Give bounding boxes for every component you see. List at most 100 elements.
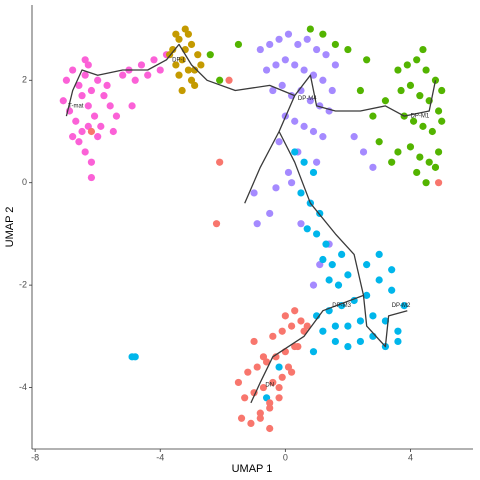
point	[319, 133, 327, 141]
point	[281, 56, 289, 64]
point	[266, 399, 274, 407]
point	[381, 317, 390, 325]
point	[306, 25, 314, 33]
point	[306, 97, 314, 105]
point	[419, 122, 427, 130]
point	[363, 261, 371, 269]
point	[266, 404, 274, 412]
point	[294, 342, 302, 351]
point	[434, 148, 443, 156]
point	[275, 383, 283, 392]
point	[128, 102, 136, 110]
point	[297, 317, 305, 325]
point	[344, 45, 352, 54]
point	[62, 76, 71, 84]
point	[150, 56, 158, 64]
point	[363, 56, 371, 64]
point	[309, 281, 318, 289]
point	[59, 97, 67, 105]
point	[69, 66, 77, 74]
point	[375, 138, 383, 146]
point	[322, 240, 330, 248]
point	[237, 414, 246, 422]
cluster-label: DP-L	[172, 57, 186, 63]
point	[403, 61, 411, 69]
point	[409, 117, 418, 125]
point	[297, 189, 305, 197]
point	[137, 61, 146, 69]
point	[206, 51, 214, 59]
point	[394, 66, 402, 74]
point	[78, 127, 86, 136]
point	[375, 250, 383, 258]
point	[369, 112, 377, 120]
point	[388, 158, 396, 166]
point	[266, 424, 274, 433]
point	[266, 209, 274, 218]
point	[397, 86, 405, 95]
point	[438, 117, 446, 125]
point	[256, 409, 264, 417]
point	[272, 184, 280, 192]
point	[422, 66, 430, 74]
point	[256, 414, 264, 422]
point	[322, 51, 330, 59]
x-axis-title: UMAP 1	[232, 463, 273, 475]
point	[234, 40, 243, 49]
point	[109, 127, 117, 136]
point	[331, 322, 339, 330]
point	[325, 276, 333, 284]
point	[287, 179, 296, 187]
x-tick-label: 4	[408, 452, 413, 462]
point	[253, 220, 261, 228]
point	[422, 179, 430, 187]
point	[419, 45, 427, 54]
point	[247, 419, 255, 427]
point	[334, 281, 343, 289]
point	[131, 353, 139, 361]
point	[225, 76, 233, 84]
x-tick-label: 0	[283, 452, 288, 462]
point	[284, 363, 293, 371]
point	[172, 61, 180, 69]
point	[191, 81, 199, 90]
point	[291, 307, 299, 315]
point	[84, 102, 92, 110]
point	[297, 220, 305, 228]
point	[172, 30, 180, 38]
point	[241, 394, 249, 402]
point	[275, 363, 283, 371]
point	[187, 40, 196, 49]
point	[319, 255, 327, 264]
point	[87, 127, 96, 136]
x-tick-label: -8	[31, 452, 39, 462]
point	[331, 61, 339, 69]
point	[303, 225, 311, 233]
point	[369, 163, 377, 171]
point	[416, 92, 424, 100]
point	[178, 86, 186, 95]
point	[272, 61, 280, 69]
cluster-label: DP-M1	[410, 114, 429, 120]
point	[253, 363, 261, 371]
x-tick-label: -4	[156, 452, 164, 462]
point	[319, 30, 327, 38]
point	[313, 45, 321, 54]
point	[81, 71, 89, 79]
point	[216, 158, 224, 166]
point	[291, 61, 299, 69]
y-tick-label: -2	[19, 279, 27, 289]
point	[331, 40, 339, 49]
point	[87, 173, 96, 182]
point	[356, 317, 365, 325]
point	[363, 291, 371, 299]
point	[309, 127, 318, 136]
point	[269, 332, 277, 340]
point	[184, 66, 192, 74]
point	[197, 61, 205, 69]
point	[75, 138, 83, 146]
point	[103, 81, 111, 90]
point	[291, 117, 299, 125]
point	[87, 86, 96, 95]
point	[338, 250, 346, 258]
